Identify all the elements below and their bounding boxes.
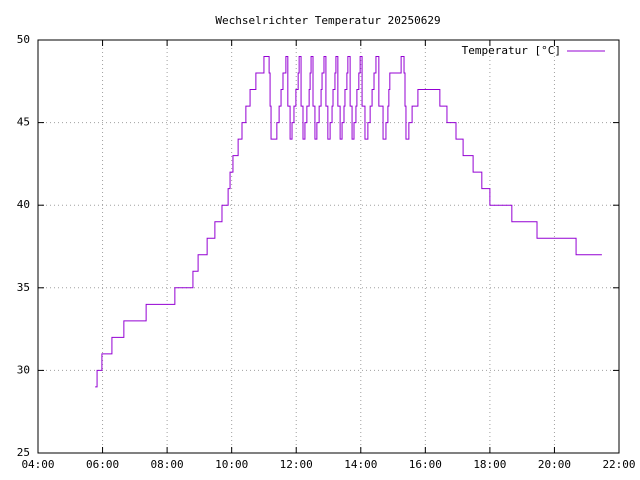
y-tick-label: 45 (17, 116, 30, 129)
x-tick-label: 12:00 (280, 458, 313, 471)
x-tick-label: 22:00 (602, 458, 635, 471)
plot-frame (37, 39, 620, 454)
y-tick-label: 30 (17, 363, 30, 376)
data-line (95, 56, 602, 388)
x-tick-label: 14:00 (344, 458, 377, 471)
chart-title: Wechselrichter Temperatur 20250629 (215, 14, 440, 27)
y-tick-label: 35 (17, 281, 30, 294)
x-tick-label: 18:00 (473, 458, 506, 471)
y-tick-label: 50 (17, 33, 30, 46)
y-tick-label: 25 (17, 446, 30, 459)
legend-label: Temperatur [°C] (462, 44, 561, 57)
x-tick-label: 06:00 (86, 458, 119, 471)
x-tick-label: 20:00 (538, 458, 571, 471)
x-tick-label: 16:00 (409, 458, 442, 471)
y-tick-label: 40 (17, 198, 30, 211)
x-tick-label: 10:00 (215, 458, 248, 471)
x-tick-label: 04:00 (21, 458, 54, 471)
x-tick-label: 08:00 (151, 458, 184, 471)
